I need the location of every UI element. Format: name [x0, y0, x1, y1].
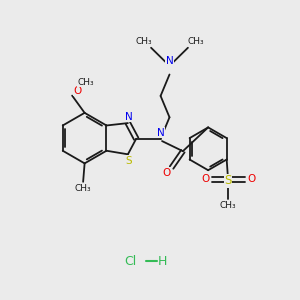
Text: H: H — [158, 255, 167, 268]
Text: N: N — [157, 128, 164, 138]
Text: CH₃: CH₃ — [220, 201, 236, 210]
Text: O: O — [74, 85, 82, 96]
Text: Cl: Cl — [124, 255, 137, 268]
Text: O: O — [201, 174, 209, 184]
Text: O: O — [162, 168, 170, 178]
Text: CH₃: CH₃ — [135, 37, 152, 46]
Text: S: S — [224, 174, 232, 188]
Text: S: S — [125, 156, 132, 166]
Text: O: O — [247, 174, 255, 184]
Text: CH₃: CH₃ — [75, 184, 92, 193]
Text: CH₃: CH₃ — [187, 37, 204, 46]
Text: N: N — [166, 56, 173, 65]
Text: N: N — [124, 112, 132, 122]
Text: CH₃: CH₃ — [77, 78, 94, 87]
